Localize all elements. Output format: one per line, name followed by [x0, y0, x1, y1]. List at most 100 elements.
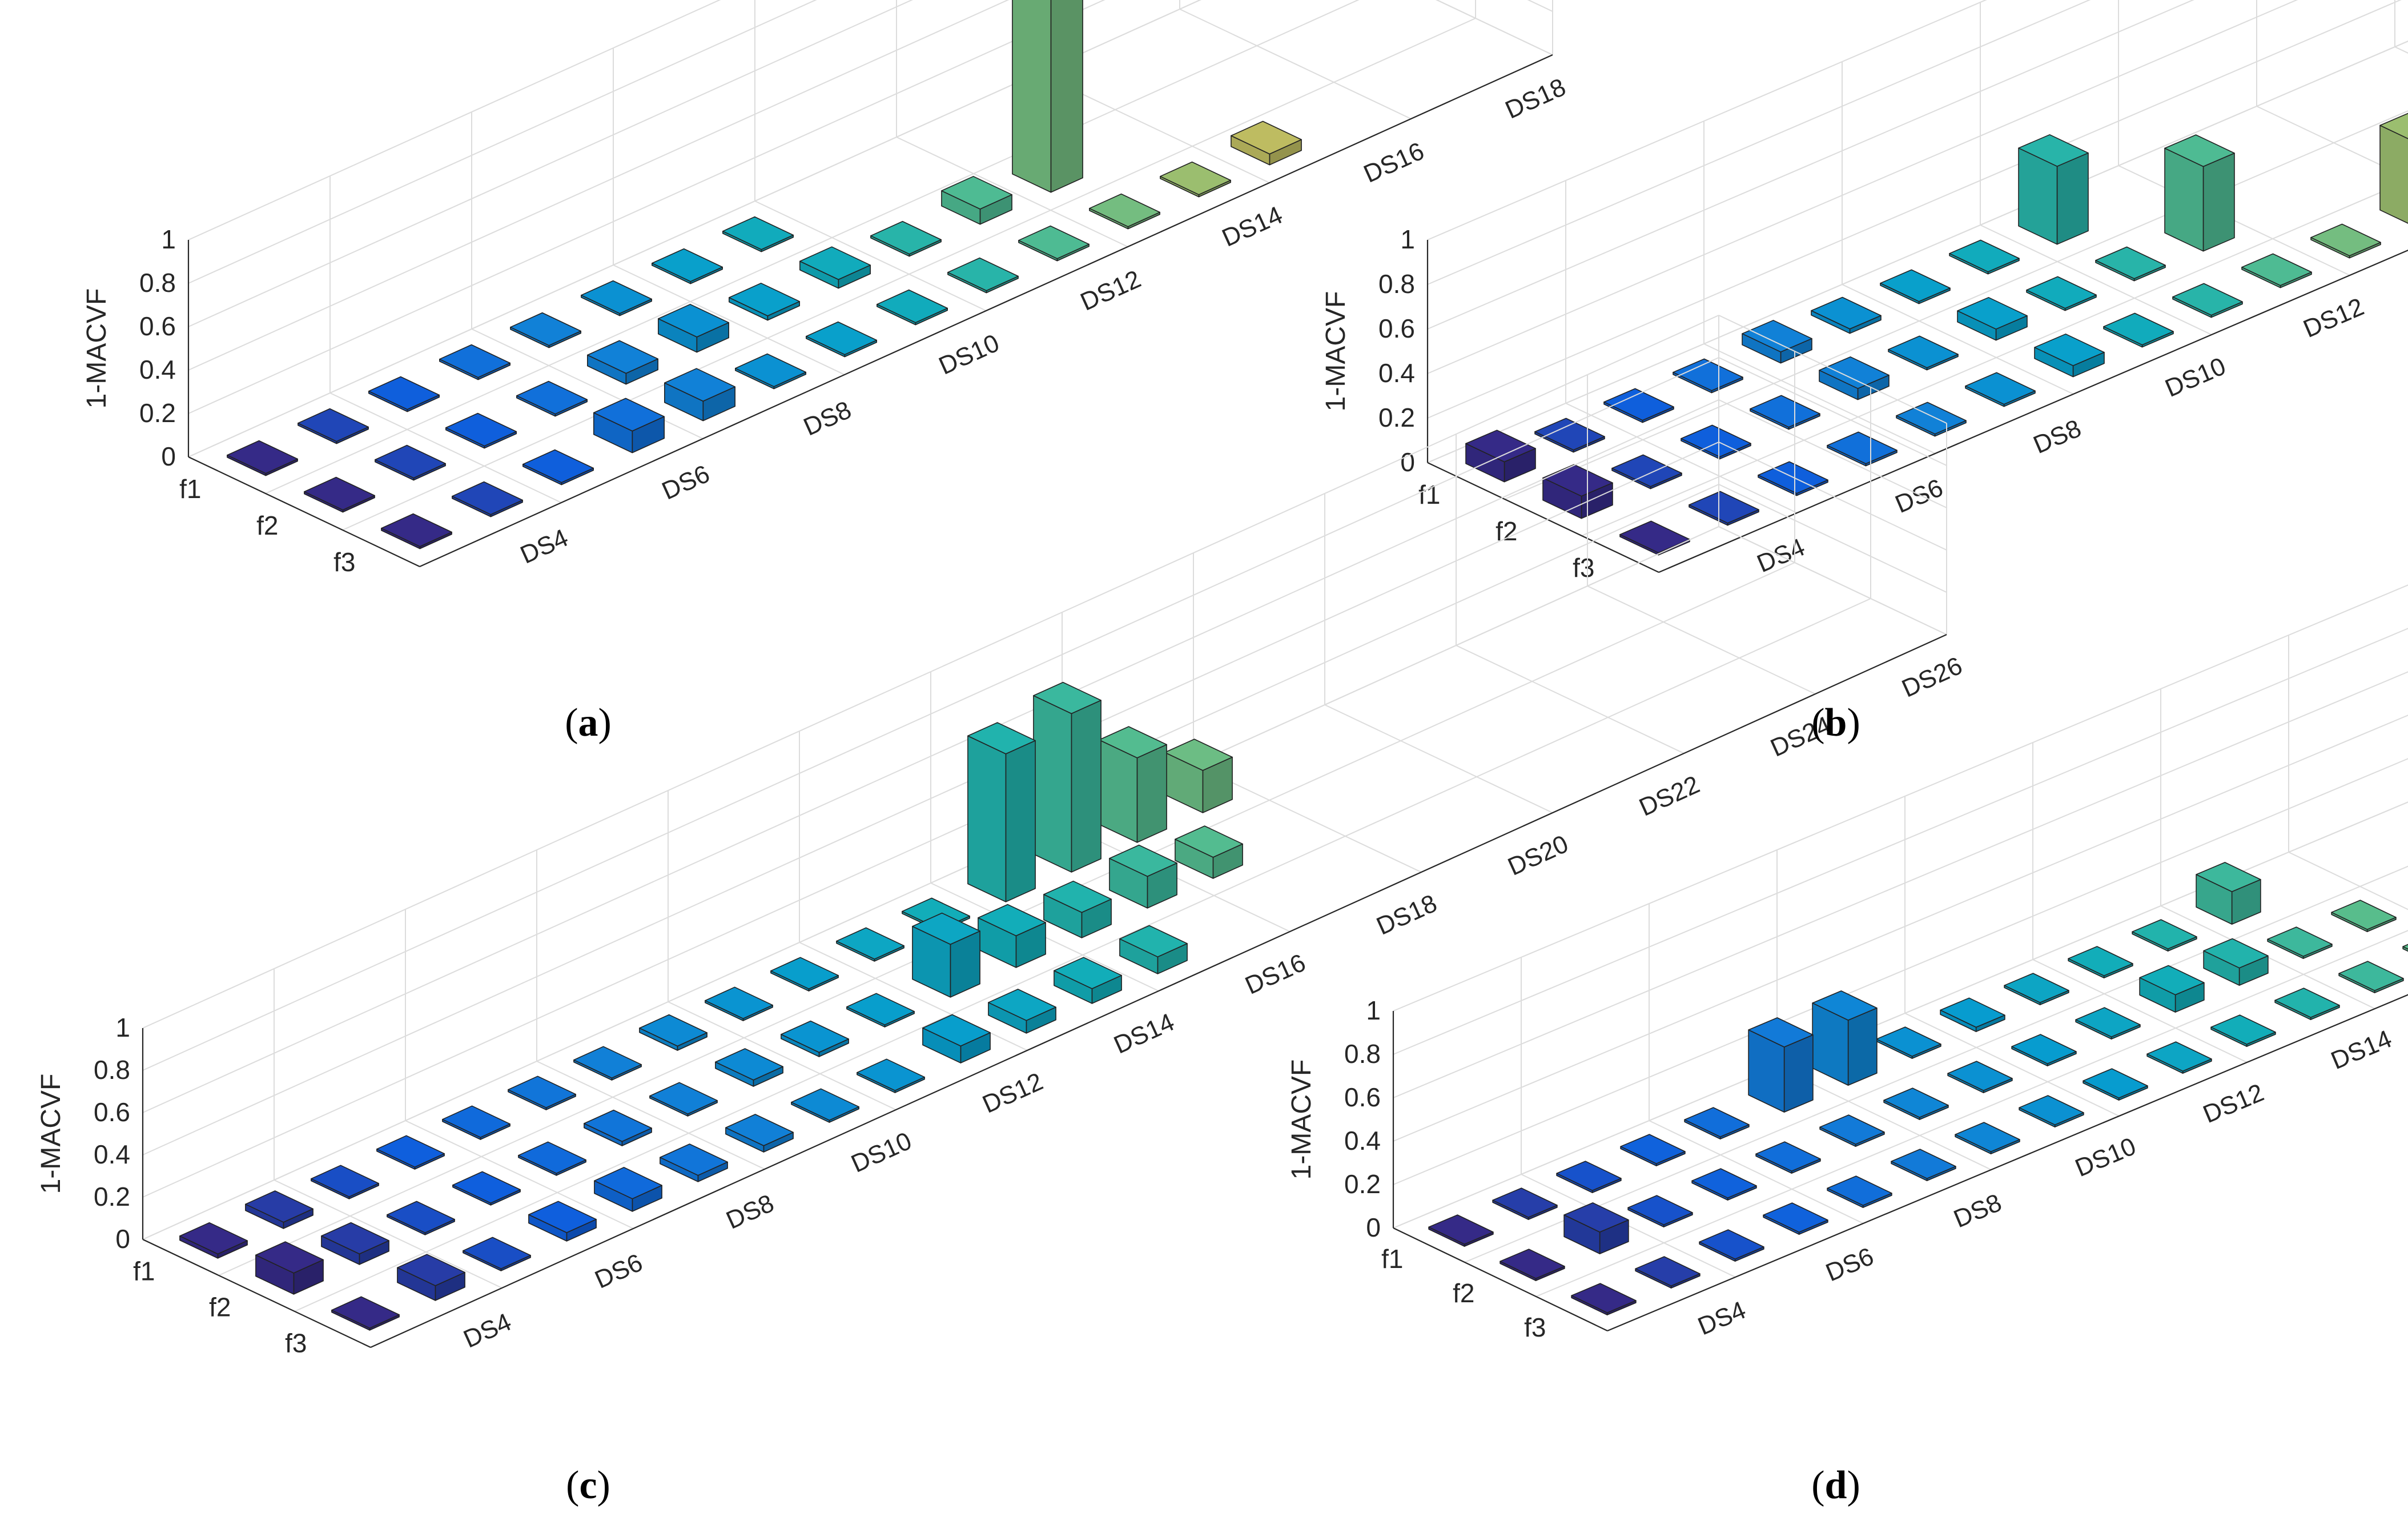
- bar: [658, 303, 729, 353]
- z-tick-label: 0.2: [139, 398, 176, 428]
- bar: [770, 957, 839, 992]
- bar: [791, 1088, 859, 1123]
- z-tick-label: 0.4: [94, 1139, 130, 1169]
- bar: [1949, 239, 2020, 275]
- bar: [1758, 461, 1828, 496]
- z-tick-label: 0.6: [139, 311, 176, 341]
- bar: [245, 1190, 313, 1229]
- bar: [2196, 862, 2261, 925]
- column-label: DS10: [2071, 1132, 2140, 1182]
- z-tick-label: 0.4: [139, 355, 176, 384]
- bar: [978, 904, 1046, 968]
- axis-lines: [187, 54, 1553, 568]
- bar: [2095, 246, 2166, 282]
- z-tick-label: 0.8: [1344, 1039, 1381, 1069]
- bar: [528, 1201, 597, 1242]
- axis-lines: [1426, 240, 2408, 573]
- column-label: DS20: [1504, 830, 1572, 881]
- z-tick-label: 0: [1400, 447, 1415, 477]
- bar: [1089, 193, 1160, 230]
- bar: [639, 1014, 707, 1051]
- gridlines: [188, 0, 1553, 567]
- bar: [2310, 223, 2381, 259]
- bar: [584, 1109, 652, 1146]
- column-label: DS6: [590, 1249, 646, 1294]
- z-tick-label: 0: [115, 1224, 130, 1254]
- z-axis-label: 1-MACVF: [1287, 1060, 1317, 1180]
- bar: [1876, 1026, 1941, 1059]
- panel-a: 0 0.2 0.4 0.6 0.8 1 1-MACVF f1 f2 f3 DS4 DS6 DS8 DS10…: [82, 0, 1570, 577]
- bar: [1175, 825, 1243, 879]
- panel-d: 0 0.2 0.4 0.6 0.8 1 1-MACVF f1 f2 f3 DS4 DS6 DS8 DS10…: [1287, 584, 2408, 1342]
- bar: [1119, 925, 1188, 974]
- z-tick-label: 0.8: [139, 268, 176, 298]
- bar: [1620, 1134, 1686, 1166]
- bar: [452, 481, 523, 517]
- bar: [2338, 961, 2404, 993]
- bar: [376, 1135, 445, 1170]
- bar: [877, 289, 948, 326]
- bar: [1947, 1061, 2013, 1093]
- bar: [941, 175, 1012, 225]
- bar: [2132, 919, 2197, 952]
- z-tick-label: 0.6: [94, 1097, 130, 1127]
- bar: [452, 1171, 521, 1206]
- bar: [1684, 1107, 1750, 1139]
- bar: [1957, 296, 2028, 341]
- bar: [1563, 1202, 1629, 1254]
- bar: [1940, 997, 2005, 1032]
- bar: [573, 1046, 642, 1081]
- bar: [1160, 161, 1231, 198]
- bar: [988, 989, 1056, 1034]
- bar: [1635, 1256, 1701, 1289]
- bar: [1556, 1161, 1622, 1193]
- column-label: DS4: [459, 1308, 515, 1354]
- bar: [1896, 402, 1967, 437]
- column-label: DS16: [1360, 137, 1428, 188]
- bar: [947, 257, 1019, 294]
- bar: [2379, 113, 2408, 224]
- bar: [725, 1114, 794, 1153]
- bar: [2139, 965, 2205, 1013]
- z-tick-label: 0.2: [1344, 1169, 1381, 1199]
- bar: [1811, 296, 1882, 334]
- bar: [660, 1143, 728, 1182]
- column-label: DS8: [1949, 1189, 2005, 1233]
- column-label: DS6: [658, 460, 714, 505]
- column-label: DS8: [722, 1189, 778, 1235]
- bar: [922, 1014, 991, 1064]
- bar: [1827, 431, 1898, 467]
- bar: [227, 440, 298, 476]
- bar: [1673, 358, 1743, 394]
- bar: [1627, 1195, 1693, 1227]
- bar: [1883, 1087, 1949, 1120]
- bar: [1164, 739, 1233, 813]
- bar: [2241, 253, 2312, 288]
- bar: [2018, 134, 2089, 245]
- bar: [715, 1048, 783, 1087]
- bar: [387, 1201, 455, 1235]
- bar: [2011, 1034, 2077, 1066]
- bar: [1755, 1141, 1821, 1174]
- column-label: DS14: [2327, 1025, 2395, 1075]
- bar: [1012, 0, 1083, 193]
- bar: [1043, 880, 1112, 938]
- bar: [1689, 491, 1759, 526]
- bars: [1465, 113, 2408, 556]
- bar: [522, 449, 594, 485]
- bar: [1750, 395, 1820, 430]
- caption-a: (a): [565, 701, 612, 745]
- z-tick-label: 1: [115, 1013, 130, 1042]
- bar: [518, 1141, 586, 1176]
- bar: [2146, 1041, 2212, 1074]
- bar: [179, 1222, 248, 1259]
- bar: [2172, 283, 2243, 318]
- bar: [1812, 990, 1878, 1086]
- bar: [781, 1020, 849, 1057]
- bar: [649, 1082, 718, 1117]
- bar: [2075, 1007, 2141, 1040]
- bar: [397, 1254, 465, 1301]
- column-label: DS12: [1076, 265, 1145, 316]
- bar: [2068, 946, 2133, 978]
